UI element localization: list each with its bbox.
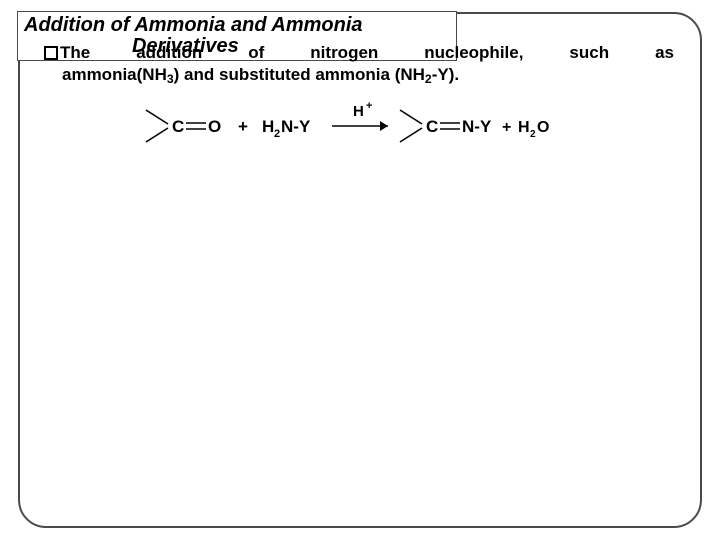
reaction-scheme: C O + H 2 N-Y H + C N-Y + H 2 O: [140, 96, 560, 158]
body-line-1: The addition of nitrogen nucleophile, su…: [32, 42, 720, 64]
right-c: C: [426, 117, 438, 136]
slide-frame: Addition of Ammonia and Ammonia Derivati…: [18, 12, 702, 528]
body-paragraph: The addition of nitrogen nucleophile, su…: [32, 42, 720, 88]
prod-h: H: [518, 119, 530, 136]
t2: ) and substituted ammonia (NH: [174, 65, 425, 84]
reagent-ny: N-Y: [281, 117, 311, 136]
plus-2: +: [502, 119, 511, 136]
reagent-h: H: [262, 117, 274, 136]
w-as: as: [655, 42, 674, 64]
w-the: The: [60, 43, 90, 62]
w-such: such: [569, 42, 609, 64]
left-c: C: [172, 117, 184, 136]
t3: -Y).: [432, 65, 459, 84]
w-of: of: [248, 42, 264, 64]
arrow-plus: +: [366, 100, 372, 112]
sub-3: 3: [167, 72, 174, 86]
w-nucleophile: nucleophile,: [424, 42, 523, 64]
body-line-2: ammonia(NH3) and substituted ammonia (NH…: [32, 64, 720, 88]
w-nitrogen: nitrogen: [310, 42, 378, 64]
prod-o: O: [537, 119, 549, 136]
reaction-svg: C O + H 2 N-Y H + C N-Y + H 2 O: [140, 96, 560, 158]
title-line-1: Addition of Ammonia and Ammonia: [24, 14, 448, 37]
left-o: O: [208, 117, 221, 136]
reagent-sub2: 2: [274, 128, 280, 140]
plus-1: +: [238, 117, 248, 136]
t1: ammonia(NH: [62, 65, 167, 84]
bullet-icon: [44, 46, 58, 60]
sub-2: 2: [425, 72, 432, 86]
right-ny: N-Y: [462, 117, 492, 136]
arrow-h: H: [353, 103, 364, 120]
prod-sub2: 2: [530, 129, 536, 140]
w-addition: addition: [136, 42, 202, 64]
